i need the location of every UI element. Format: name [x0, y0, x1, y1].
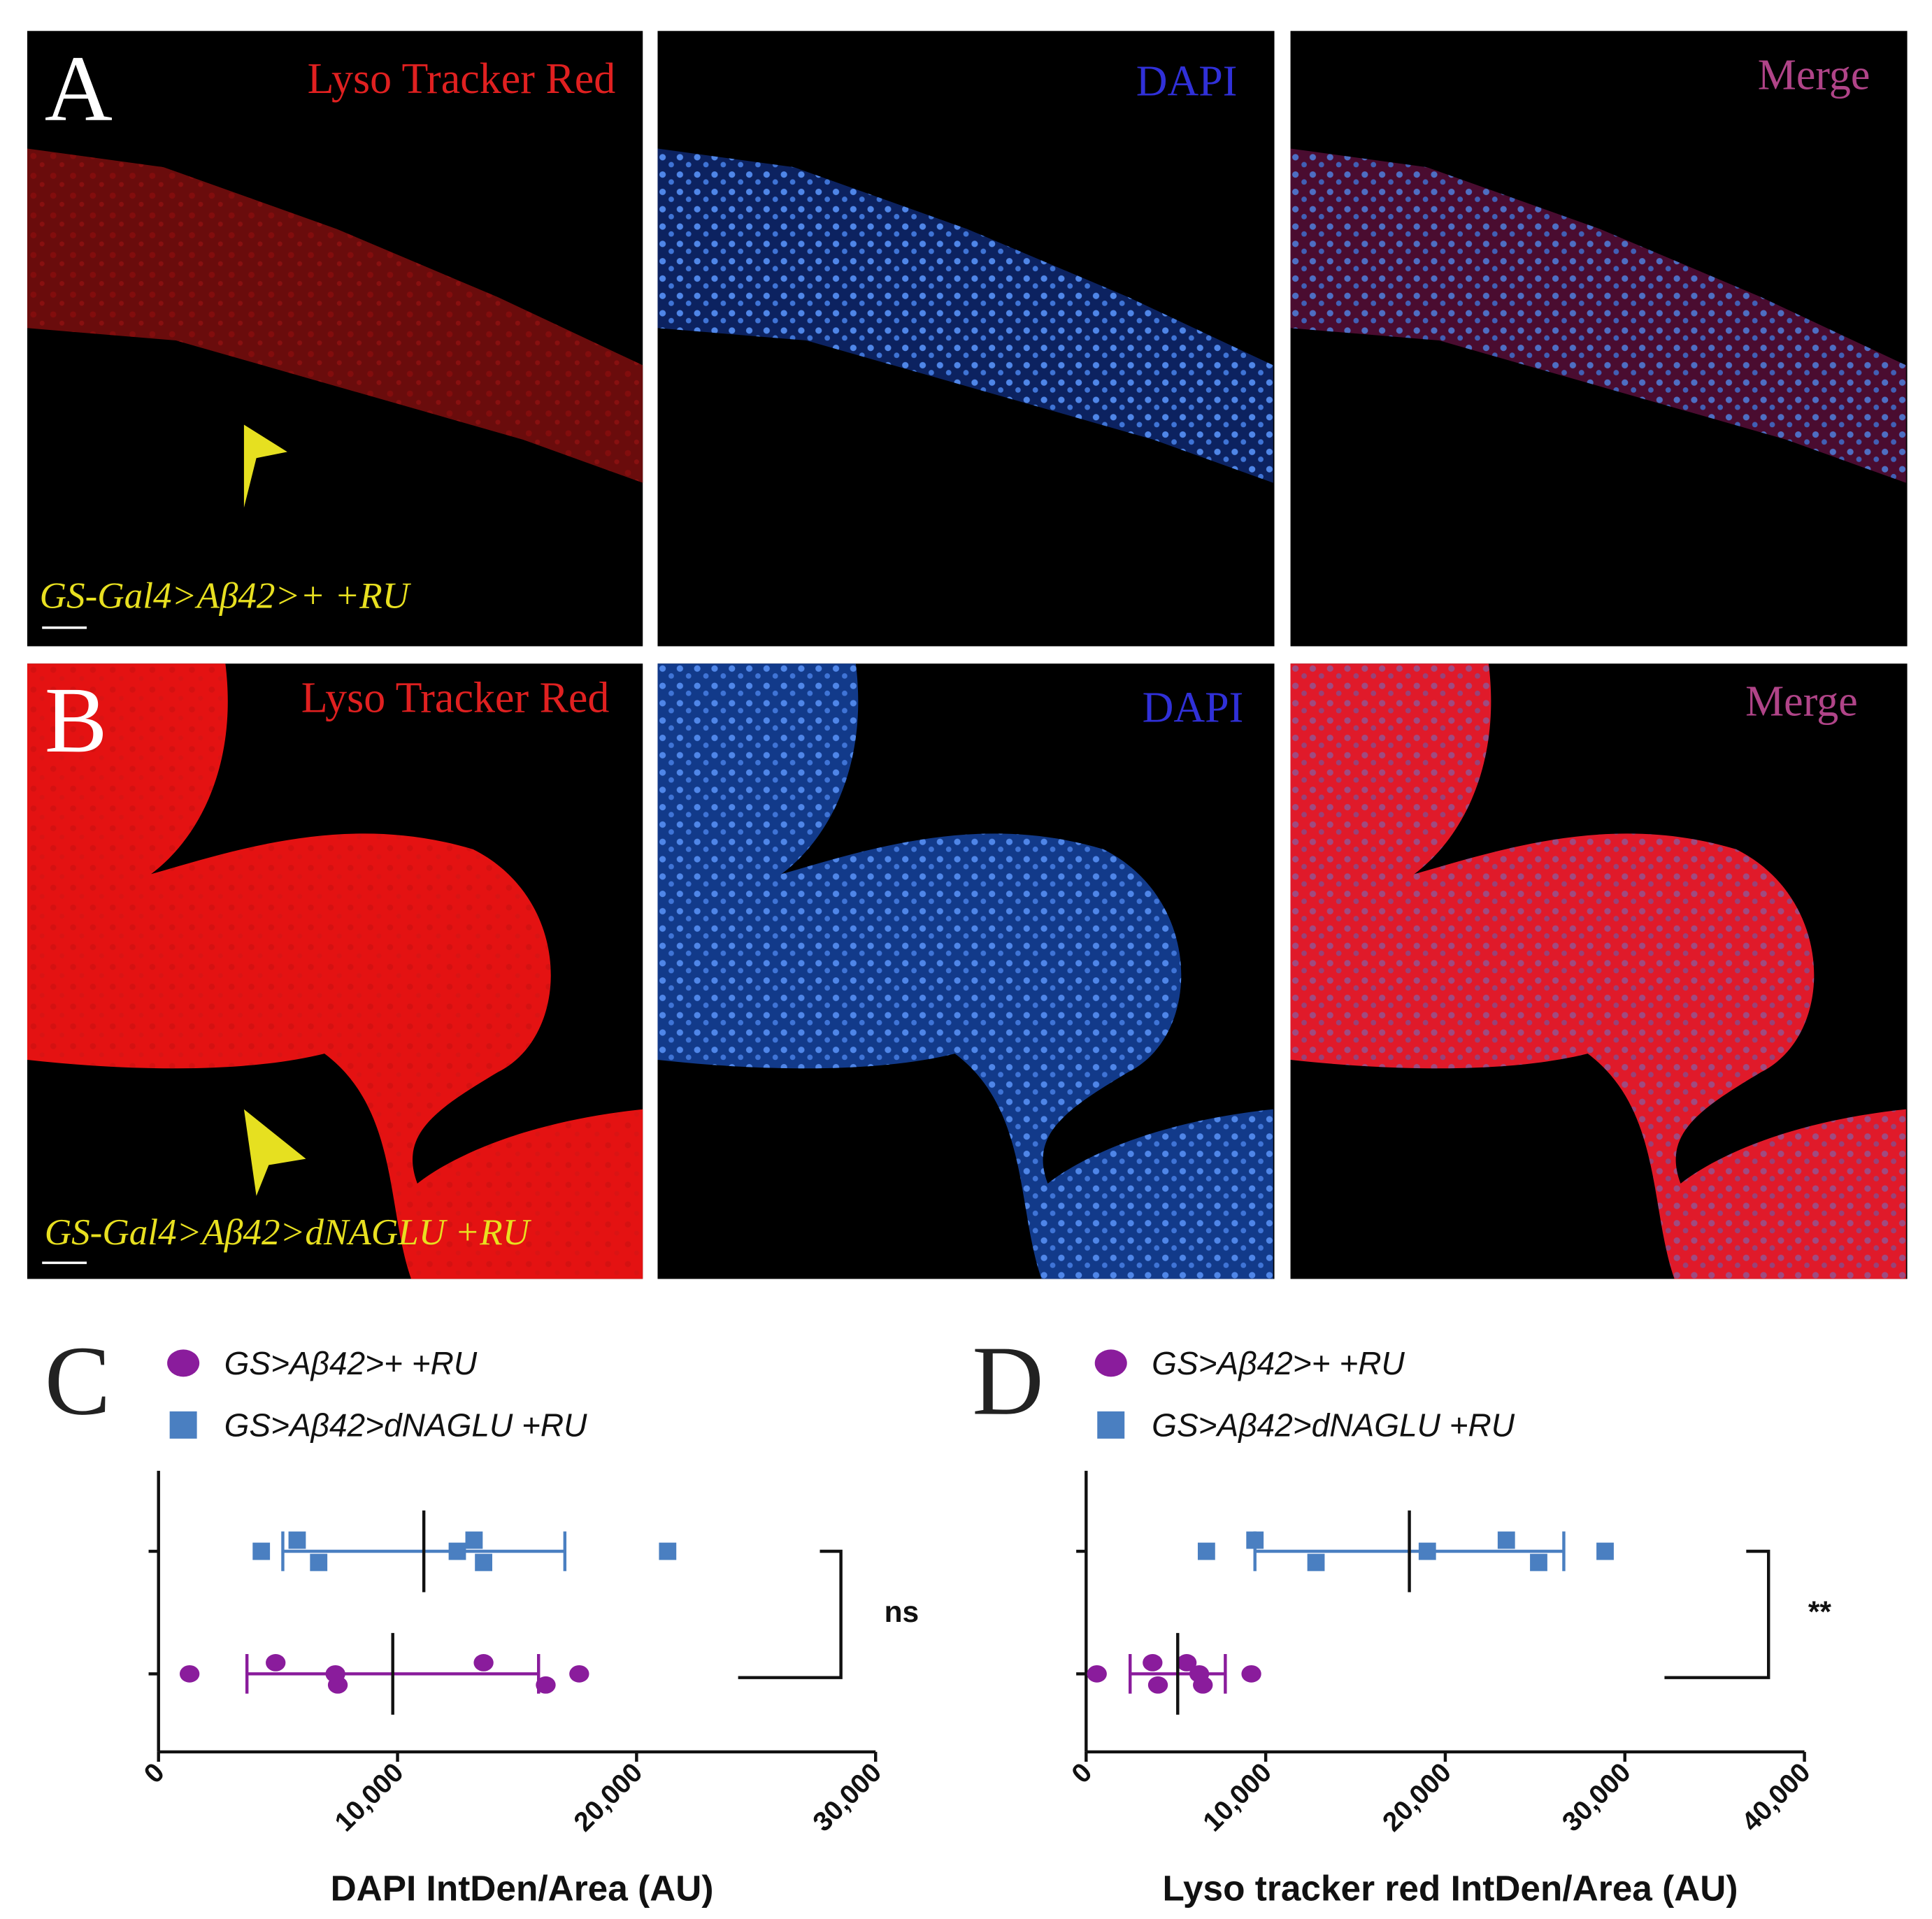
channel-label: DAPI	[1143, 684, 1244, 731]
data-point	[1143, 1654, 1163, 1672]
legend-label: GS>Aβ42>dNAGLU +RU	[224, 1407, 588, 1443]
data-point	[1530, 1553, 1547, 1572]
significance-bracket	[1664, 1549, 1770, 1679]
data-point	[1307, 1553, 1325, 1572]
channel-label: DAPI	[1136, 57, 1238, 105]
legend-marker	[169, 1411, 197, 1439]
channel-label: Lyso Tracker Red	[308, 55, 616, 103]
image-dapi-a	[657, 31, 1275, 647]
legend-label: GS>Aβ42>+ +RU	[1152, 1345, 1405, 1381]
data-point	[1147, 1676, 1168, 1694]
channel-label: Merge	[1758, 52, 1870, 99]
channel-label: Lyso Tracker Red	[301, 674, 610, 721]
data-point	[179, 1665, 200, 1683]
panel-letter: B	[45, 668, 108, 772]
significance-label: ns	[885, 1596, 920, 1629]
legend-marker	[1094, 1349, 1127, 1377]
data-point	[1193, 1676, 1213, 1694]
data-point	[310, 1553, 328, 1572]
data-point	[1176, 1654, 1197, 1672]
x-axis-label: Lyso tracker red IntDen/Area (AU)	[1163, 1868, 1738, 1908]
image-lyso-a	[27, 31, 643, 647]
data-point	[1497, 1531, 1515, 1549]
data-point	[659, 1542, 677, 1560]
legend-marker	[167, 1349, 200, 1377]
data-point	[465, 1531, 483, 1549]
panel-letter: C	[45, 1325, 111, 1435]
panel-letter: A	[45, 37, 113, 141]
data-point	[473, 1654, 494, 1672]
legend-marker	[1097, 1411, 1125, 1439]
image-merge-a	[1290, 31, 1908, 647]
genotype-label: GS-Gal4>Aβ42>+ +RU	[40, 576, 412, 617]
legend-label: GS>Aβ42>+ +RU	[224, 1345, 478, 1381]
x-axis-label: DAPI IntDen/Area (AU)	[331, 1868, 714, 1908]
image-dapi-b	[657, 663, 1275, 1279]
data-point	[288, 1531, 306, 1549]
data-point	[475, 1553, 492, 1572]
data-point	[536, 1676, 556, 1694]
image-merge-b	[1290, 663, 1908, 1279]
panel-letter: D	[972, 1325, 1043, 1435]
data-point	[1241, 1665, 1261, 1683]
data-point	[1197, 1542, 1215, 1560]
significance-label: **	[1808, 1596, 1832, 1629]
legend-label: GS>Aβ42>dNAGLU +RU	[1152, 1407, 1515, 1443]
data-point	[1596, 1542, 1614, 1560]
significance-bracket	[738, 1549, 843, 1679]
data-point	[1087, 1665, 1107, 1683]
channel-label: Merge	[1745, 678, 1858, 726]
image-lyso-b	[27, 663, 643, 1279]
data-point	[569, 1665, 589, 1683]
data-point	[252, 1542, 271, 1560]
data-point	[266, 1654, 286, 1672]
genotype-label: GS-Gal4>Aβ42>dNAGLU +RU	[45, 1212, 532, 1253]
